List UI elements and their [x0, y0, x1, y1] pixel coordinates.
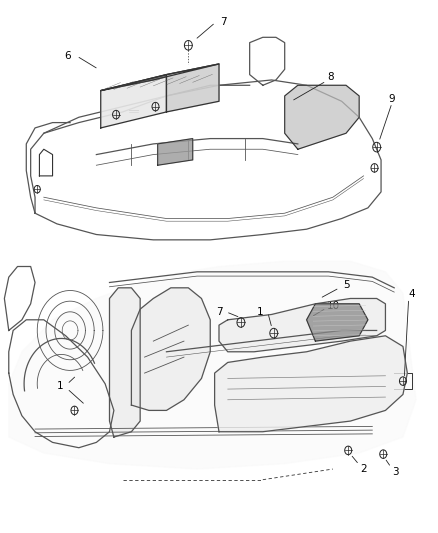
- Text: 5: 5: [343, 280, 350, 290]
- Text: 1: 1: [257, 307, 264, 317]
- Polygon shape: [131, 288, 210, 410]
- Text: 10: 10: [326, 302, 339, 311]
- Polygon shape: [215, 336, 407, 432]
- Text: 7: 7: [215, 307, 223, 317]
- Polygon shape: [110, 288, 140, 437]
- Polygon shape: [219, 298, 385, 352]
- Polygon shape: [9, 261, 416, 469]
- Text: 4: 4: [408, 289, 415, 299]
- Polygon shape: [158, 139, 193, 165]
- Text: 3: 3: [392, 467, 399, 477]
- Text: 7: 7: [220, 18, 227, 27]
- Polygon shape: [307, 304, 368, 341]
- Text: 9: 9: [389, 94, 396, 103]
- Text: 6: 6: [64, 51, 71, 61]
- Polygon shape: [101, 75, 166, 128]
- Polygon shape: [166, 64, 219, 112]
- Text: 2: 2: [360, 464, 367, 474]
- Polygon shape: [101, 64, 219, 91]
- Text: 8: 8: [327, 72, 334, 82]
- Polygon shape: [285, 85, 359, 149]
- Text: 1: 1: [57, 382, 64, 391]
